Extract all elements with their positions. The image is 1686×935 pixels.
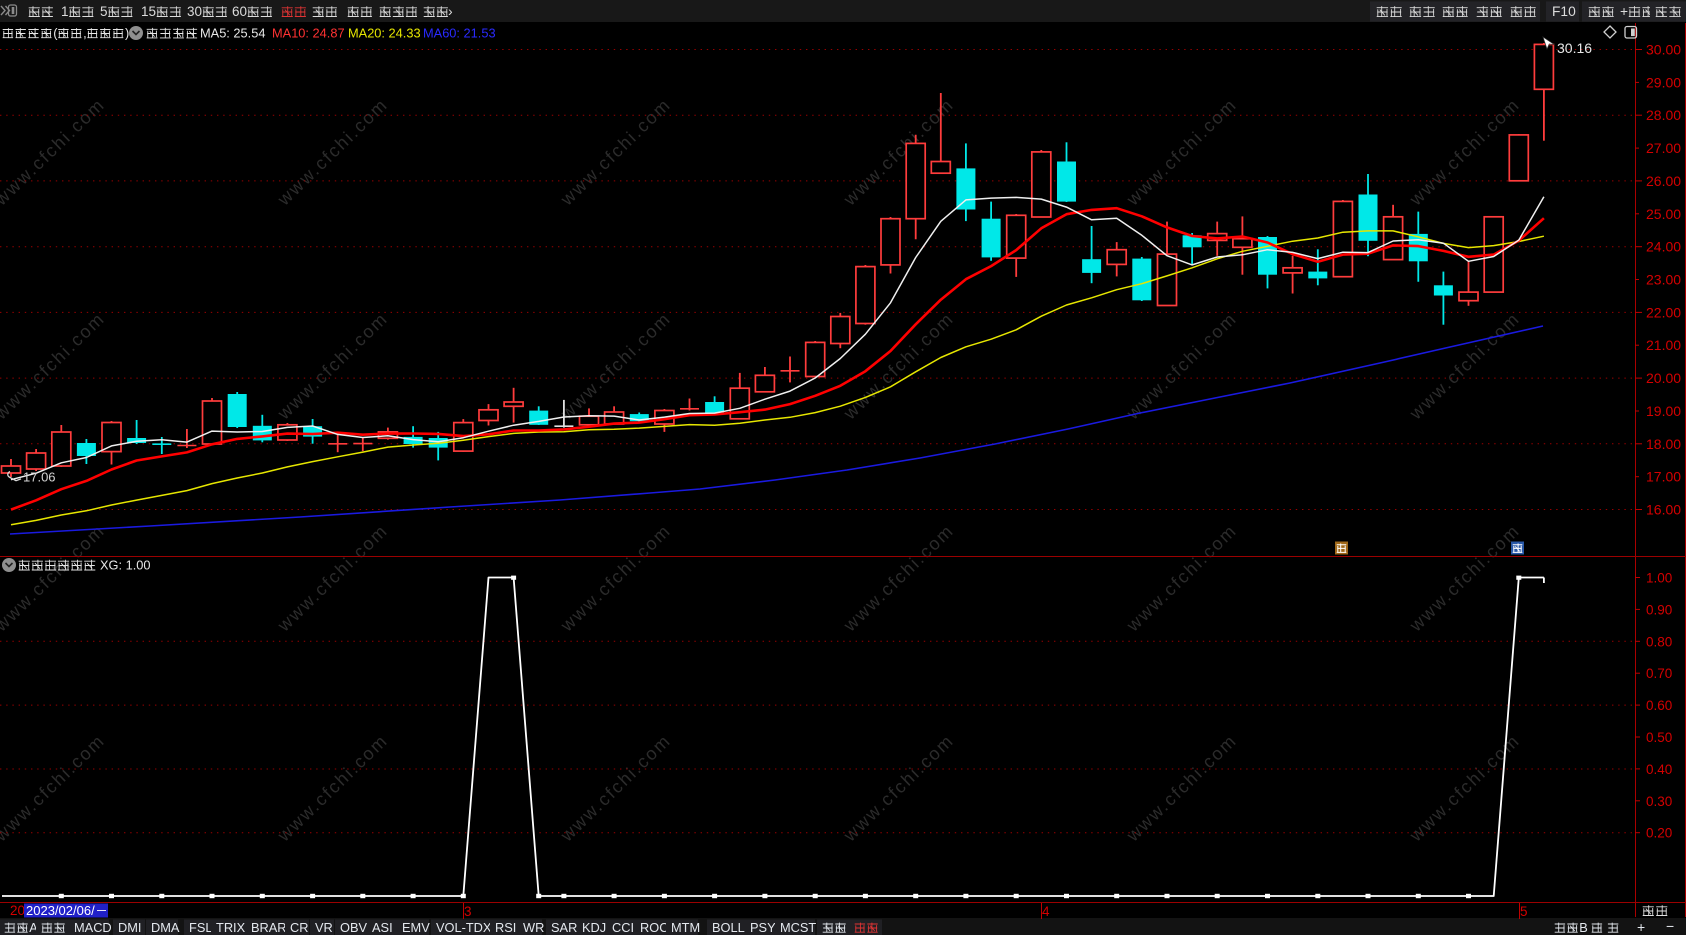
svg-text:15: 15 bbox=[141, 4, 156, 19]
svg-text:30.16: 30.16 bbox=[1557, 40, 1592, 56]
svg-text:0.70: 0.70 bbox=[1646, 666, 1672, 681]
svg-text:BOLL: BOLL bbox=[712, 920, 745, 935]
svg-text:FSL: FSL bbox=[189, 920, 212, 935]
svg-text:0.60: 0.60 bbox=[1646, 698, 1672, 713]
svg-text:CCI: CCI bbox=[612, 920, 634, 935]
svg-text:24.00: 24.00 bbox=[1646, 239, 1681, 255]
svg-text:DMA: DMA bbox=[151, 920, 180, 935]
svg-text:MTM: MTM bbox=[671, 920, 700, 935]
svg-text:ASI: ASI bbox=[372, 920, 393, 935]
svg-text:): ) bbox=[125, 25, 129, 40]
svg-text:5: 5 bbox=[1520, 904, 1528, 919]
svg-text:4: 4 bbox=[1042, 904, 1050, 919]
svg-text:19.00: 19.00 bbox=[1646, 403, 1681, 419]
svg-text:ROC: ROC bbox=[640, 920, 668, 935]
svg-text:16.00: 16.00 bbox=[1646, 502, 1681, 518]
svg-text:SAR: SAR bbox=[551, 920, 577, 935]
svg-text:3: 3 bbox=[464, 904, 472, 919]
svg-text:MA5: 25.54: MA5: 25.54 bbox=[200, 26, 265, 41]
svg-text:EMV: EMV bbox=[402, 920, 430, 935]
svg-text:MA20: 24.33: MA20: 24.33 bbox=[348, 26, 421, 41]
svg-text:1: 1 bbox=[61, 4, 69, 19]
svg-text:0.90: 0.90 bbox=[1646, 602, 1672, 617]
svg-text:0.80: 0.80 bbox=[1646, 634, 1672, 649]
svg-text:BRAR: BRAR bbox=[251, 920, 287, 935]
svg-text:WR: WR bbox=[523, 920, 544, 935]
svg-text:A: A bbox=[29, 920, 38, 935]
svg-text:28.00: 28.00 bbox=[1646, 107, 1681, 123]
svg-text:23.00: 23.00 bbox=[1646, 272, 1681, 288]
svg-text:,: , bbox=[83, 25, 87, 40]
svg-text:F10: F10 bbox=[1552, 4, 1576, 19]
svg-text:17.06: 17.06 bbox=[23, 470, 56, 485]
svg-text:30.00: 30.00 bbox=[1646, 42, 1681, 58]
svg-text:30: 30 bbox=[187, 4, 202, 19]
svg-text:›: › bbox=[448, 3, 453, 19]
svg-text:20: 20 bbox=[10, 903, 25, 918]
svg-text:18.00: 18.00 bbox=[1646, 436, 1681, 452]
svg-text:OBV: OBV bbox=[340, 920, 367, 935]
svg-text:MCST: MCST bbox=[780, 920, 816, 935]
svg-text:26.00: 26.00 bbox=[1646, 173, 1681, 189]
svg-text:60: 60 bbox=[232, 4, 247, 19]
svg-text:1.00: 1.00 bbox=[1646, 571, 1672, 586]
svg-text:0.50: 0.50 bbox=[1646, 730, 1672, 745]
svg-text:25.00: 25.00 bbox=[1646, 206, 1681, 222]
svg-text:(: ( bbox=[53, 25, 58, 40]
svg-text:MA10: 24.87: MA10: 24.87 bbox=[272, 26, 345, 41]
svg-text:B: B bbox=[1579, 920, 1588, 935]
svg-text:MACD: MACD bbox=[74, 920, 112, 935]
svg-text:MA60: 21.53: MA60: 21.53 bbox=[423, 26, 496, 41]
svg-text:KDJ: KDJ bbox=[582, 920, 606, 935]
svg-text:VOL-TDX: VOL-TDX bbox=[436, 920, 492, 935]
svg-text:+: + bbox=[1620, 4, 1628, 19]
svg-text:27.00: 27.00 bbox=[1646, 140, 1681, 156]
svg-text:VR: VR bbox=[315, 920, 333, 935]
svg-text:XG: 1.00: XG: 1.00 bbox=[100, 558, 151, 573]
svg-text:22.00: 22.00 bbox=[1646, 304, 1681, 320]
svg-text:29.00: 29.00 bbox=[1646, 74, 1681, 90]
svg-text:+: + bbox=[1637, 919, 1645, 935]
svg-text:CR: CR bbox=[290, 920, 308, 935]
svg-text:PSY: PSY bbox=[750, 920, 776, 935]
svg-text:2023/02/06/: 2023/02/06/ bbox=[26, 903, 95, 918]
svg-text:5: 5 bbox=[100, 4, 108, 19]
svg-text:0.40: 0.40 bbox=[1646, 762, 1672, 777]
svg-text:0.30: 0.30 bbox=[1646, 794, 1672, 809]
svg-text:DMI: DMI bbox=[118, 920, 141, 935]
svg-text:TRIX: TRIX bbox=[216, 920, 246, 935]
svg-text:21.00: 21.00 bbox=[1646, 337, 1681, 353]
svg-text:RSI: RSI bbox=[495, 920, 516, 935]
svg-text:20.00: 20.00 bbox=[1646, 370, 1681, 386]
svg-text:−: − bbox=[1666, 918, 1674, 934]
svg-text:17.00: 17.00 bbox=[1646, 469, 1681, 485]
svg-text:0.20: 0.20 bbox=[1646, 826, 1672, 841]
